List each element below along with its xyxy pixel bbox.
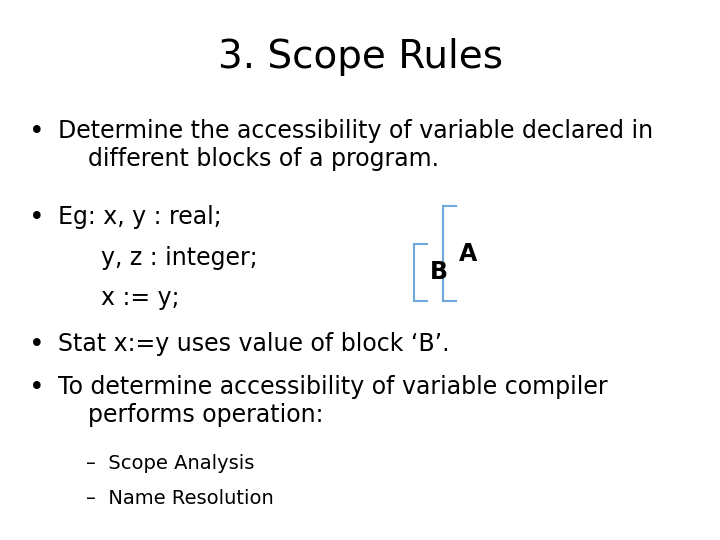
Text: •: • <box>29 119 45 145</box>
Text: To determine accessibility of variable compiler
    performs operation:: To determine accessibility of variable c… <box>58 375 607 427</box>
Text: •: • <box>29 332 45 358</box>
Text: –  Name Resolution: – Name Resolution <box>86 489 274 508</box>
Text: Determine the accessibility of variable declared in
    different blocks of a pr: Determine the accessibility of variable … <box>58 119 653 171</box>
Text: Stat x:=y uses value of block ‘B’.: Stat x:=y uses value of block ‘B’. <box>58 332 449 356</box>
Text: •: • <box>29 205 45 231</box>
Text: •: • <box>29 375 45 401</box>
Text: –  Scope Analysis: – Scope Analysis <box>86 454 255 472</box>
Text: Eg: x, y : real;: Eg: x, y : real; <box>58 205 221 229</box>
Text: A: A <box>459 241 477 266</box>
Text: y, z : integer;: y, z : integer; <box>101 246 258 269</box>
Text: 3. Scope Rules: 3. Scope Rules <box>217 38 503 76</box>
Text: x := y;: x := y; <box>101 286 179 310</box>
Text: B: B <box>430 260 448 285</box>
